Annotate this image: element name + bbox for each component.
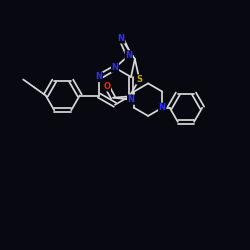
Text: N: N	[96, 72, 102, 82]
Text: N: N	[128, 95, 134, 104]
Text: N: N	[159, 103, 166, 112]
Text: N: N	[112, 63, 118, 72]
Text: N: N	[118, 34, 125, 43]
Text: O: O	[103, 82, 110, 91]
Text: N: N	[125, 51, 132, 60]
Text: S: S	[136, 75, 142, 84]
